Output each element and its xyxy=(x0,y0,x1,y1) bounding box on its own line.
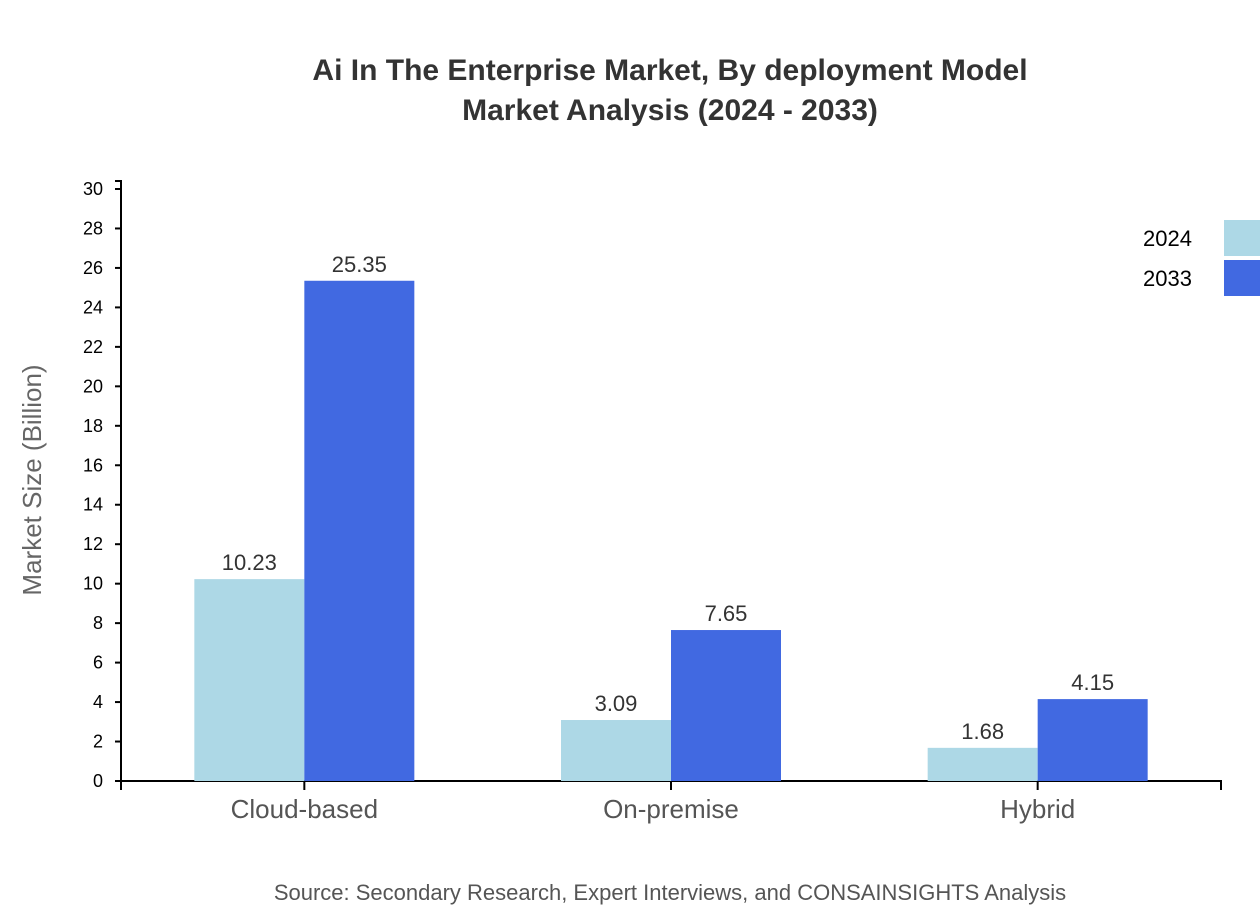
x-axis: Cloud-based On-premise Hybrid xyxy=(120,780,1222,824)
y-tick-label: 12 xyxy=(83,534,103,554)
y-tick-label: 10 xyxy=(83,574,103,594)
y-tick-label: 22 xyxy=(83,337,103,357)
legend-swatch-2024 xyxy=(1224,220,1260,256)
legend-label: 2024 xyxy=(1143,226,1192,251)
x-tick-label: On-premise xyxy=(603,794,739,824)
chart-title-line-1: Ai In The Enterprise Market, By deployme… xyxy=(312,54,1027,87)
legend-label: 2033 xyxy=(1143,266,1192,291)
data-label: 25.35 xyxy=(332,252,387,277)
y-tick-label: 28 xyxy=(83,218,103,238)
source-note: Source: Secondary Research, Expert Inter… xyxy=(274,880,1066,905)
data-label: 7.65 xyxy=(705,601,748,626)
y-tick-label: 18 xyxy=(83,416,103,436)
data-label: 4.15 xyxy=(1071,670,1114,695)
y-tick-label: 30 xyxy=(83,179,103,199)
bar-2024 xyxy=(561,720,671,781)
y-axis-line xyxy=(115,180,122,782)
chart-title-line-2: Market Analysis (2024 - 2033) xyxy=(462,94,878,127)
y-tick-label: 4 xyxy=(93,692,103,712)
y-tick-label: 20 xyxy=(83,376,103,396)
y-tick-label: 0 xyxy=(93,771,103,791)
x-tick-label: Cloud-based xyxy=(231,794,378,824)
legend: 2024 2033 xyxy=(1143,220,1260,296)
data-label: 1.68 xyxy=(961,719,1004,744)
x-tick-label: Hybrid xyxy=(1000,794,1075,824)
data-label: 10.23 xyxy=(222,550,277,575)
bar-2033 xyxy=(304,280,415,781)
bar-2024 xyxy=(194,579,305,781)
bar-2033 xyxy=(1037,699,1148,781)
data-label: 3.09 xyxy=(595,691,638,716)
y-tick-label: 24 xyxy=(83,297,103,317)
bars: 10.23 25.35 3.09 7.65 1.68 4.15 xyxy=(194,252,1148,781)
y-tick-label: 14 xyxy=(83,495,103,515)
y-tick-label: 16 xyxy=(83,455,103,475)
bar-2033 xyxy=(671,630,781,781)
bar-2024 xyxy=(927,747,1038,781)
y-axis-label: Market Size (Billion) xyxy=(17,364,47,595)
y-tick-label: 2 xyxy=(93,732,103,752)
y-tick-label: 8 xyxy=(93,613,103,633)
legend-swatch-2033 xyxy=(1224,260,1260,296)
y-tick-label: 6 xyxy=(93,653,103,673)
y-tick-label: 26 xyxy=(83,258,103,278)
